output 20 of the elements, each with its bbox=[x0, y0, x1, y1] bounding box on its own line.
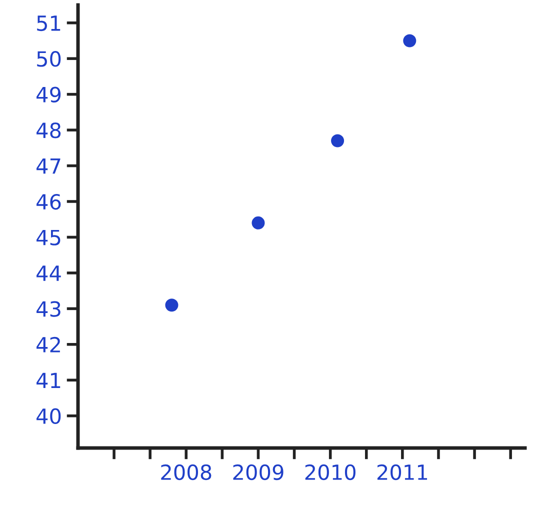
y-tick-label: 45 bbox=[36, 230, 60, 246]
y-tick-label: 49 bbox=[36, 86, 61, 103]
y-tick-label: 51 bbox=[37, 16, 60, 32]
y-tick-label: 42 bbox=[36, 336, 60, 352]
point bbox=[403, 34, 416, 48]
point bbox=[252, 216, 265, 230]
y-tick-label: 50 bbox=[37, 51, 61, 67]
x-tick-label: 2009 bbox=[233, 464, 284, 480]
y-tick-label: 46 bbox=[36, 194, 61, 210]
x-tick-label: 2011 bbox=[377, 464, 428, 480]
y-tick-label: 48 bbox=[36, 122, 61, 138]
y-tick-label: 43 bbox=[36, 301, 60, 317]
y-tick-label: 41 bbox=[36, 372, 60, 388]
y-tick-label: 44 bbox=[36, 266, 61, 281]
point bbox=[165, 298, 178, 312]
point bbox=[331, 134, 344, 148]
y-tick-label: 40 bbox=[36, 408, 61, 424]
y-tick-label: 47 bbox=[36, 158, 60, 174]
x-tick-label: 2010 bbox=[305, 464, 356, 480]
x-tick-label: 2008 bbox=[161, 464, 212, 480]
